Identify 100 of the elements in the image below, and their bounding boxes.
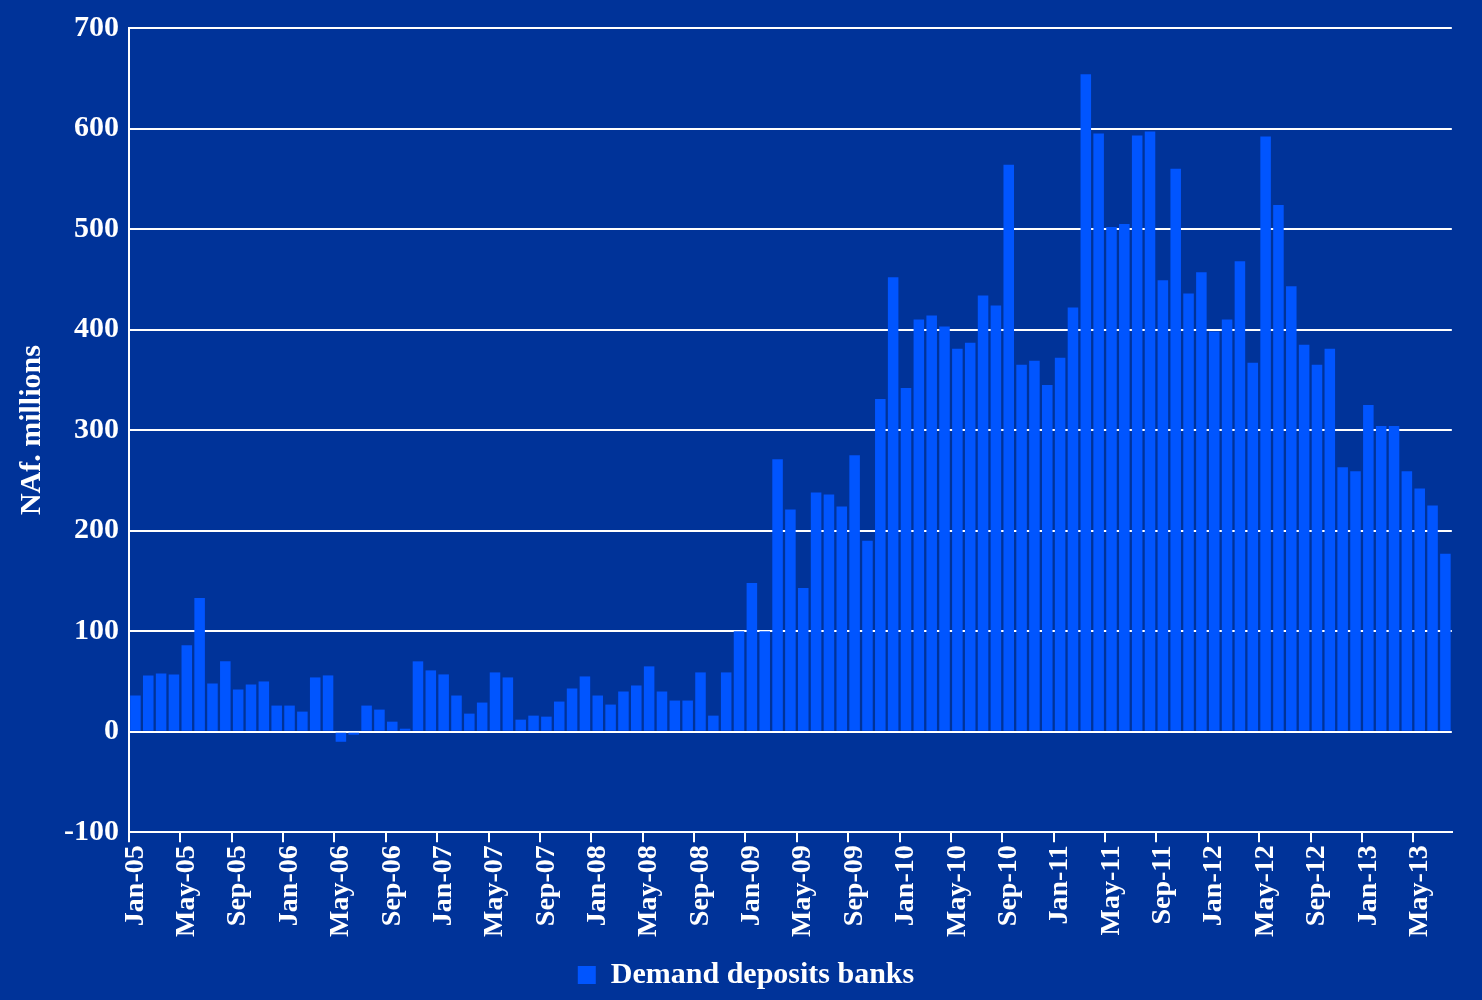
x-tick-label: Jan-07 [425, 845, 457, 927]
bar [1324, 348, 1336, 731]
x-tick-label: Sep-10 [990, 845, 1022, 927]
bar [836, 506, 848, 731]
bar [322, 675, 334, 731]
bar [656, 691, 668, 731]
bar [695, 672, 706, 731]
bar [1273, 204, 1284, 731]
bar [245, 684, 257, 731]
bar [1388, 426, 1400, 731]
bar [926, 315, 937, 731]
bar [669, 700, 681, 731]
y-tick-label: 400 [73, 310, 119, 344]
y-tick-label: 700 [73, 8, 119, 42]
bar [309, 677, 321, 731]
bar [618, 691, 629, 731]
bar [746, 582, 758, 731]
bar [271, 705, 282, 731]
x-tick-label: May-08 [631, 845, 663, 938]
x-tick-label: Jan-06 [271, 845, 303, 927]
bar [579, 676, 591, 731]
bar [464, 713, 475, 731]
bar [1286, 286, 1297, 731]
bar [1234, 261, 1246, 731]
bar [1080, 74, 1092, 731]
bar [875, 398, 886, 731]
bar [631, 685, 642, 731]
bar [952, 348, 963, 731]
bar [823, 494, 835, 731]
bar [1414, 488, 1425, 731]
x-tick-label: Sep-05 [220, 845, 252, 927]
bar [900, 387, 912, 731]
bar [810, 492, 822, 731]
bar [207, 683, 218, 731]
x-tick-label: May-09 [785, 845, 817, 938]
bar [361, 705, 372, 731]
bar [708, 715, 719, 731]
bar [528, 715, 539, 731]
bar [785, 509, 796, 731]
bar [553, 701, 565, 731]
y-tick-label: 600 [73, 109, 119, 143]
bar [1440, 553, 1451, 731]
bar [258, 681, 270, 731]
bar [451, 695, 462, 731]
x-tick-label: May-05 [169, 845, 201, 938]
bar [1093, 133, 1104, 731]
bar [232, 689, 244, 731]
y-tick-label: 100 [73, 611, 119, 645]
bar [1016, 364, 1027, 731]
x-tick-label: May-11 [1093, 845, 1125, 936]
bar [1337, 467, 1348, 731]
bar [412, 661, 424, 731]
bar [502, 677, 514, 731]
bar [387, 721, 398, 731]
x-tick-label: Jan-05 [117, 845, 149, 927]
bar [335, 732, 347, 742]
bar [1042, 384, 1053, 731]
bar [849, 455, 860, 731]
bar [1183, 293, 1194, 731]
bar [1106, 227, 1117, 731]
bar [1311, 364, 1323, 731]
x-tick-label: Sep-11 [1145, 845, 1177, 925]
bar [541, 716, 552, 731]
y-tick-label: -100 [63, 813, 119, 846]
x-tick-label: May-06 [323, 845, 355, 938]
bar [284, 705, 295, 731]
bar [1427, 505, 1438, 731]
bar [1196, 272, 1207, 731]
bar [977, 295, 989, 731]
bar [1029, 360, 1040, 731]
bar [1131, 135, 1143, 731]
bar [399, 728, 411, 731]
bar [643, 666, 655, 731]
bar [1119, 224, 1130, 731]
bar [759, 631, 770, 731]
bar [155, 673, 167, 731]
bar [939, 326, 950, 731]
bar [1298, 344, 1310, 731]
x-tick-label: May-10 [939, 845, 971, 938]
x-tick-label: May-07 [477, 845, 509, 938]
bar [862, 540, 873, 731]
legend-label: Demand deposits banks [610, 955, 915, 989]
bar [1144, 131, 1156, 731]
x-tick-label: Jan-13 [1350, 845, 1382, 927]
y-tick-label: 0 [103, 712, 119, 746]
x-tick-label: Sep-12 [1299, 845, 1331, 927]
bar [797, 587, 809, 731]
bar [1363, 404, 1374, 731]
bar [1003, 164, 1014, 731]
bar [194, 598, 205, 731]
bar [1375, 426, 1387, 731]
x-tick-label: Jan-09 [734, 845, 766, 927]
bar [1260, 136, 1271, 731]
bar [1247, 362, 1259, 731]
bar [605, 704, 616, 731]
x-tick-label: Sep-07 [528, 845, 560, 927]
x-tick-label: Jan-10 [888, 845, 920, 927]
bar [1401, 471, 1413, 731]
y-tick-label: 500 [73, 209, 119, 243]
bar [515, 719, 526, 731]
